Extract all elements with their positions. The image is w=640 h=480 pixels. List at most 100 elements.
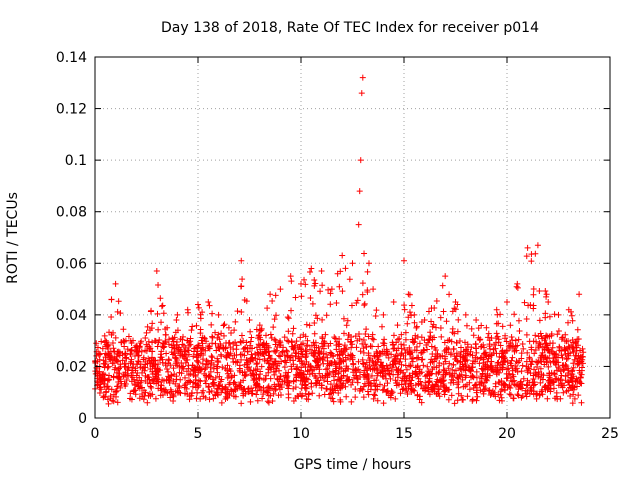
data-point (112, 280, 119, 287)
data-point (427, 332, 434, 339)
data-point (444, 337, 451, 344)
data-point (372, 313, 379, 320)
data-point (530, 376, 537, 383)
data-point (542, 382, 549, 389)
data-point (441, 339, 448, 346)
data-point (361, 367, 368, 374)
data-point (576, 291, 583, 298)
data-point (182, 353, 189, 360)
data-point (153, 268, 160, 275)
data-point (158, 319, 165, 326)
data-point (187, 370, 194, 377)
data-point (507, 322, 514, 329)
data-point (570, 391, 577, 398)
data-point (306, 322, 313, 329)
data-point (478, 322, 485, 329)
data-point (238, 400, 245, 407)
data-point (495, 379, 502, 386)
data-point (502, 335, 509, 342)
data-point (394, 322, 401, 329)
data-point (523, 363, 530, 370)
data-point (272, 387, 279, 394)
data-point (432, 324, 439, 331)
data-point (507, 384, 514, 391)
y-tick-label: 0.1 (65, 153, 87, 169)
data-point (131, 387, 138, 394)
data-point (197, 311, 204, 318)
data-point (553, 389, 560, 396)
data-point (282, 369, 289, 376)
data-point (327, 386, 334, 393)
data-point (414, 333, 421, 340)
data-point (197, 378, 204, 385)
data-point (268, 335, 275, 342)
data-point (120, 326, 127, 333)
data-point (505, 365, 512, 372)
data-point (247, 358, 254, 365)
data-point (410, 339, 417, 346)
data-point (446, 291, 453, 298)
data-point (492, 383, 499, 390)
data-point (281, 364, 288, 371)
data-point (562, 331, 569, 338)
data-point (277, 391, 284, 398)
data-point (103, 339, 110, 346)
data-point (557, 368, 564, 375)
data-point (208, 353, 215, 360)
data-point (301, 384, 308, 391)
data-point (179, 333, 186, 340)
data-point (253, 391, 260, 398)
data-point (361, 250, 368, 257)
data-point (110, 345, 117, 352)
data-point (461, 356, 468, 363)
data-point (477, 343, 484, 350)
data-point (578, 380, 585, 387)
data-point (195, 304, 202, 311)
data-point (301, 276, 308, 283)
data-point (359, 280, 366, 287)
data-point (529, 358, 536, 365)
data-point (209, 333, 216, 340)
data-point (369, 335, 376, 342)
data-point (170, 398, 177, 405)
data-point (440, 308, 447, 315)
data-point (163, 350, 170, 357)
data-point (331, 334, 338, 341)
data-point (314, 377, 321, 384)
data-point (567, 392, 574, 399)
data-point (180, 342, 187, 349)
data-point (215, 331, 222, 338)
data-point (407, 363, 414, 370)
data-point (217, 351, 224, 358)
data-point (326, 372, 333, 379)
data-point (181, 384, 188, 391)
data-point (429, 381, 436, 388)
data-point (101, 377, 108, 384)
data-point (337, 396, 344, 403)
data-point (128, 347, 135, 354)
data-point (254, 381, 261, 388)
data-point (254, 397, 261, 404)
y-tick-label: 0.12 (56, 102, 87, 118)
data-point (528, 384, 535, 391)
data-point (485, 353, 492, 360)
data-point (370, 286, 377, 293)
data-point (328, 286, 335, 293)
data-point (519, 362, 526, 369)
data-point (176, 369, 183, 376)
data-point (365, 373, 372, 380)
data-point (320, 350, 327, 357)
data-point (243, 339, 250, 346)
data-point (209, 354, 216, 361)
data-point (380, 362, 387, 369)
data-point (494, 367, 501, 374)
data-point (297, 334, 304, 341)
data-point (373, 361, 380, 368)
data-point (253, 344, 260, 351)
data-point (499, 347, 506, 354)
data-point (473, 387, 480, 394)
data-point (180, 353, 187, 360)
data-point (430, 383, 437, 390)
data-point (539, 387, 546, 394)
data-point (424, 339, 431, 346)
